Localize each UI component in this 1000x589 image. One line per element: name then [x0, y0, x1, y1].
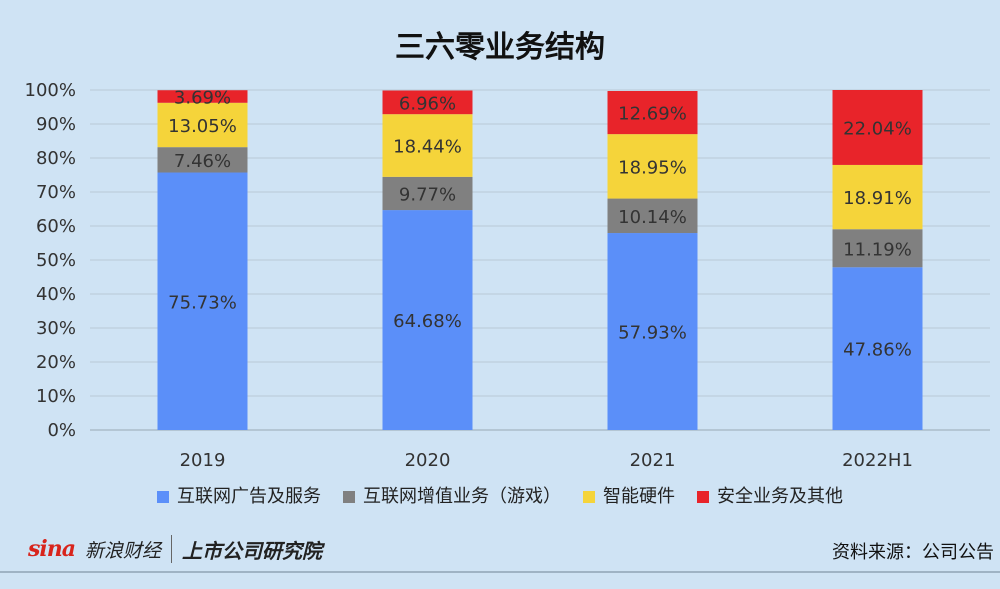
data-label: 6.96% — [399, 93, 456, 114]
bar-segment — [607, 198, 698, 234]
research-institute-name: 上市公司研究院 — [182, 538, 323, 563]
bar-segment — [607, 233, 698, 430]
y-tick-label: 80% — [36, 148, 76, 169]
bar-segment — [382, 176, 473, 211]
brand-divider — [171, 535, 173, 563]
data-label: 13.05% — [168, 116, 237, 137]
legend: 互联网广告及服务 互联网增值业务（游戏） 智能硬件 安全业务及其他 — [157, 486, 843, 507]
data-label: 3.69% — [174, 88, 231, 109]
y-tick-label: 90% — [36, 114, 76, 135]
data-label: 22.04% — [843, 118, 912, 139]
y-tick-label: 70% — [36, 182, 76, 203]
bar-segment — [157, 172, 248, 430]
data-label: 11.19% — [843, 239, 912, 260]
y-tick-label: 100% — [25, 80, 76, 101]
bar-segment — [382, 114, 473, 177]
sina-logo: sina — [28, 536, 76, 562]
bar-segment — [607, 134, 698, 199]
footer-brand: sina 新浪财经 上市公司研究院 — [28, 531, 322, 567]
legend-label: 互联网广告及服务 — [177, 486, 321, 507]
x-tick-label: 2020 — [405, 450, 451, 471]
data-label: 57.93% — [618, 323, 687, 344]
bar-segment — [607, 90, 698, 135]
data-label: 10.14% — [618, 207, 687, 228]
data-label: 47.86% — [843, 340, 912, 361]
legend-label: 互联网增值业务（游戏） — [363, 486, 561, 507]
bar-segment — [832, 229, 923, 268]
y-tick-label: 60% — [36, 216, 76, 237]
legend-label: 安全业务及其他 — [717, 486, 843, 507]
x-tick-label: 2022H1 — [842, 450, 913, 471]
y-tick-label: 10% — [36, 386, 76, 407]
data-label: 18.44% — [393, 137, 462, 158]
source-note: 资料来源：公司公告 — [832, 542, 994, 563]
legend-swatch — [697, 491, 709, 503]
bottom-divider — [0, 571, 1000, 573]
y-tick-label: 50% — [36, 250, 76, 271]
legend-swatch — [157, 491, 169, 503]
data-label: 18.95% — [618, 157, 687, 178]
bar-segment — [832, 267, 923, 430]
x-tick-label: 2019 — [180, 450, 226, 471]
legend-swatch — [343, 491, 355, 503]
data-label: 75.73% — [168, 292, 237, 313]
bar-segment — [157, 147, 248, 173]
y-tick-label: 30% — [36, 318, 76, 339]
data-label: 64.68% — [393, 311, 462, 332]
y-axis-ticks: 0% 10% 20% 30% 40% 50% 60% 70% 80% 90% 100% — [25, 80, 76, 441]
bar-segment — [382, 210, 473, 430]
bar-segment — [832, 90, 923, 165]
chart-title: 三六零业务结构 — [395, 30, 605, 65]
x-tick-label: 2021 — [630, 450, 676, 471]
bar-segment — [157, 90, 248, 103]
y-tick-label: 0% — [47, 420, 76, 441]
y-tick-label: 20% — [36, 352, 76, 373]
brand-name: 新浪财经 — [85, 539, 162, 562]
bar-segment — [157, 102, 248, 148]
bars: 75.73% 7.46% 13.05% 3.69% 64.68% 9.77% 18.44% 6… — [157, 88, 923, 430]
data-label: 18.91% — [843, 188, 912, 209]
y-tick-label: 40% — [36, 284, 76, 305]
bar-segment — [832, 164, 923, 230]
data-label: 7.46% — [174, 151, 231, 172]
data-label: 12.69% — [618, 104, 687, 125]
x-axis-labels: 2019 2020 2021 2022H1 — [180, 450, 913, 471]
bar-segment — [382, 90, 473, 115]
data-label: 9.77% — [399, 184, 456, 205]
legend-swatch — [583, 491, 595, 503]
legend-label: 智能硬件 — [603, 486, 675, 507]
